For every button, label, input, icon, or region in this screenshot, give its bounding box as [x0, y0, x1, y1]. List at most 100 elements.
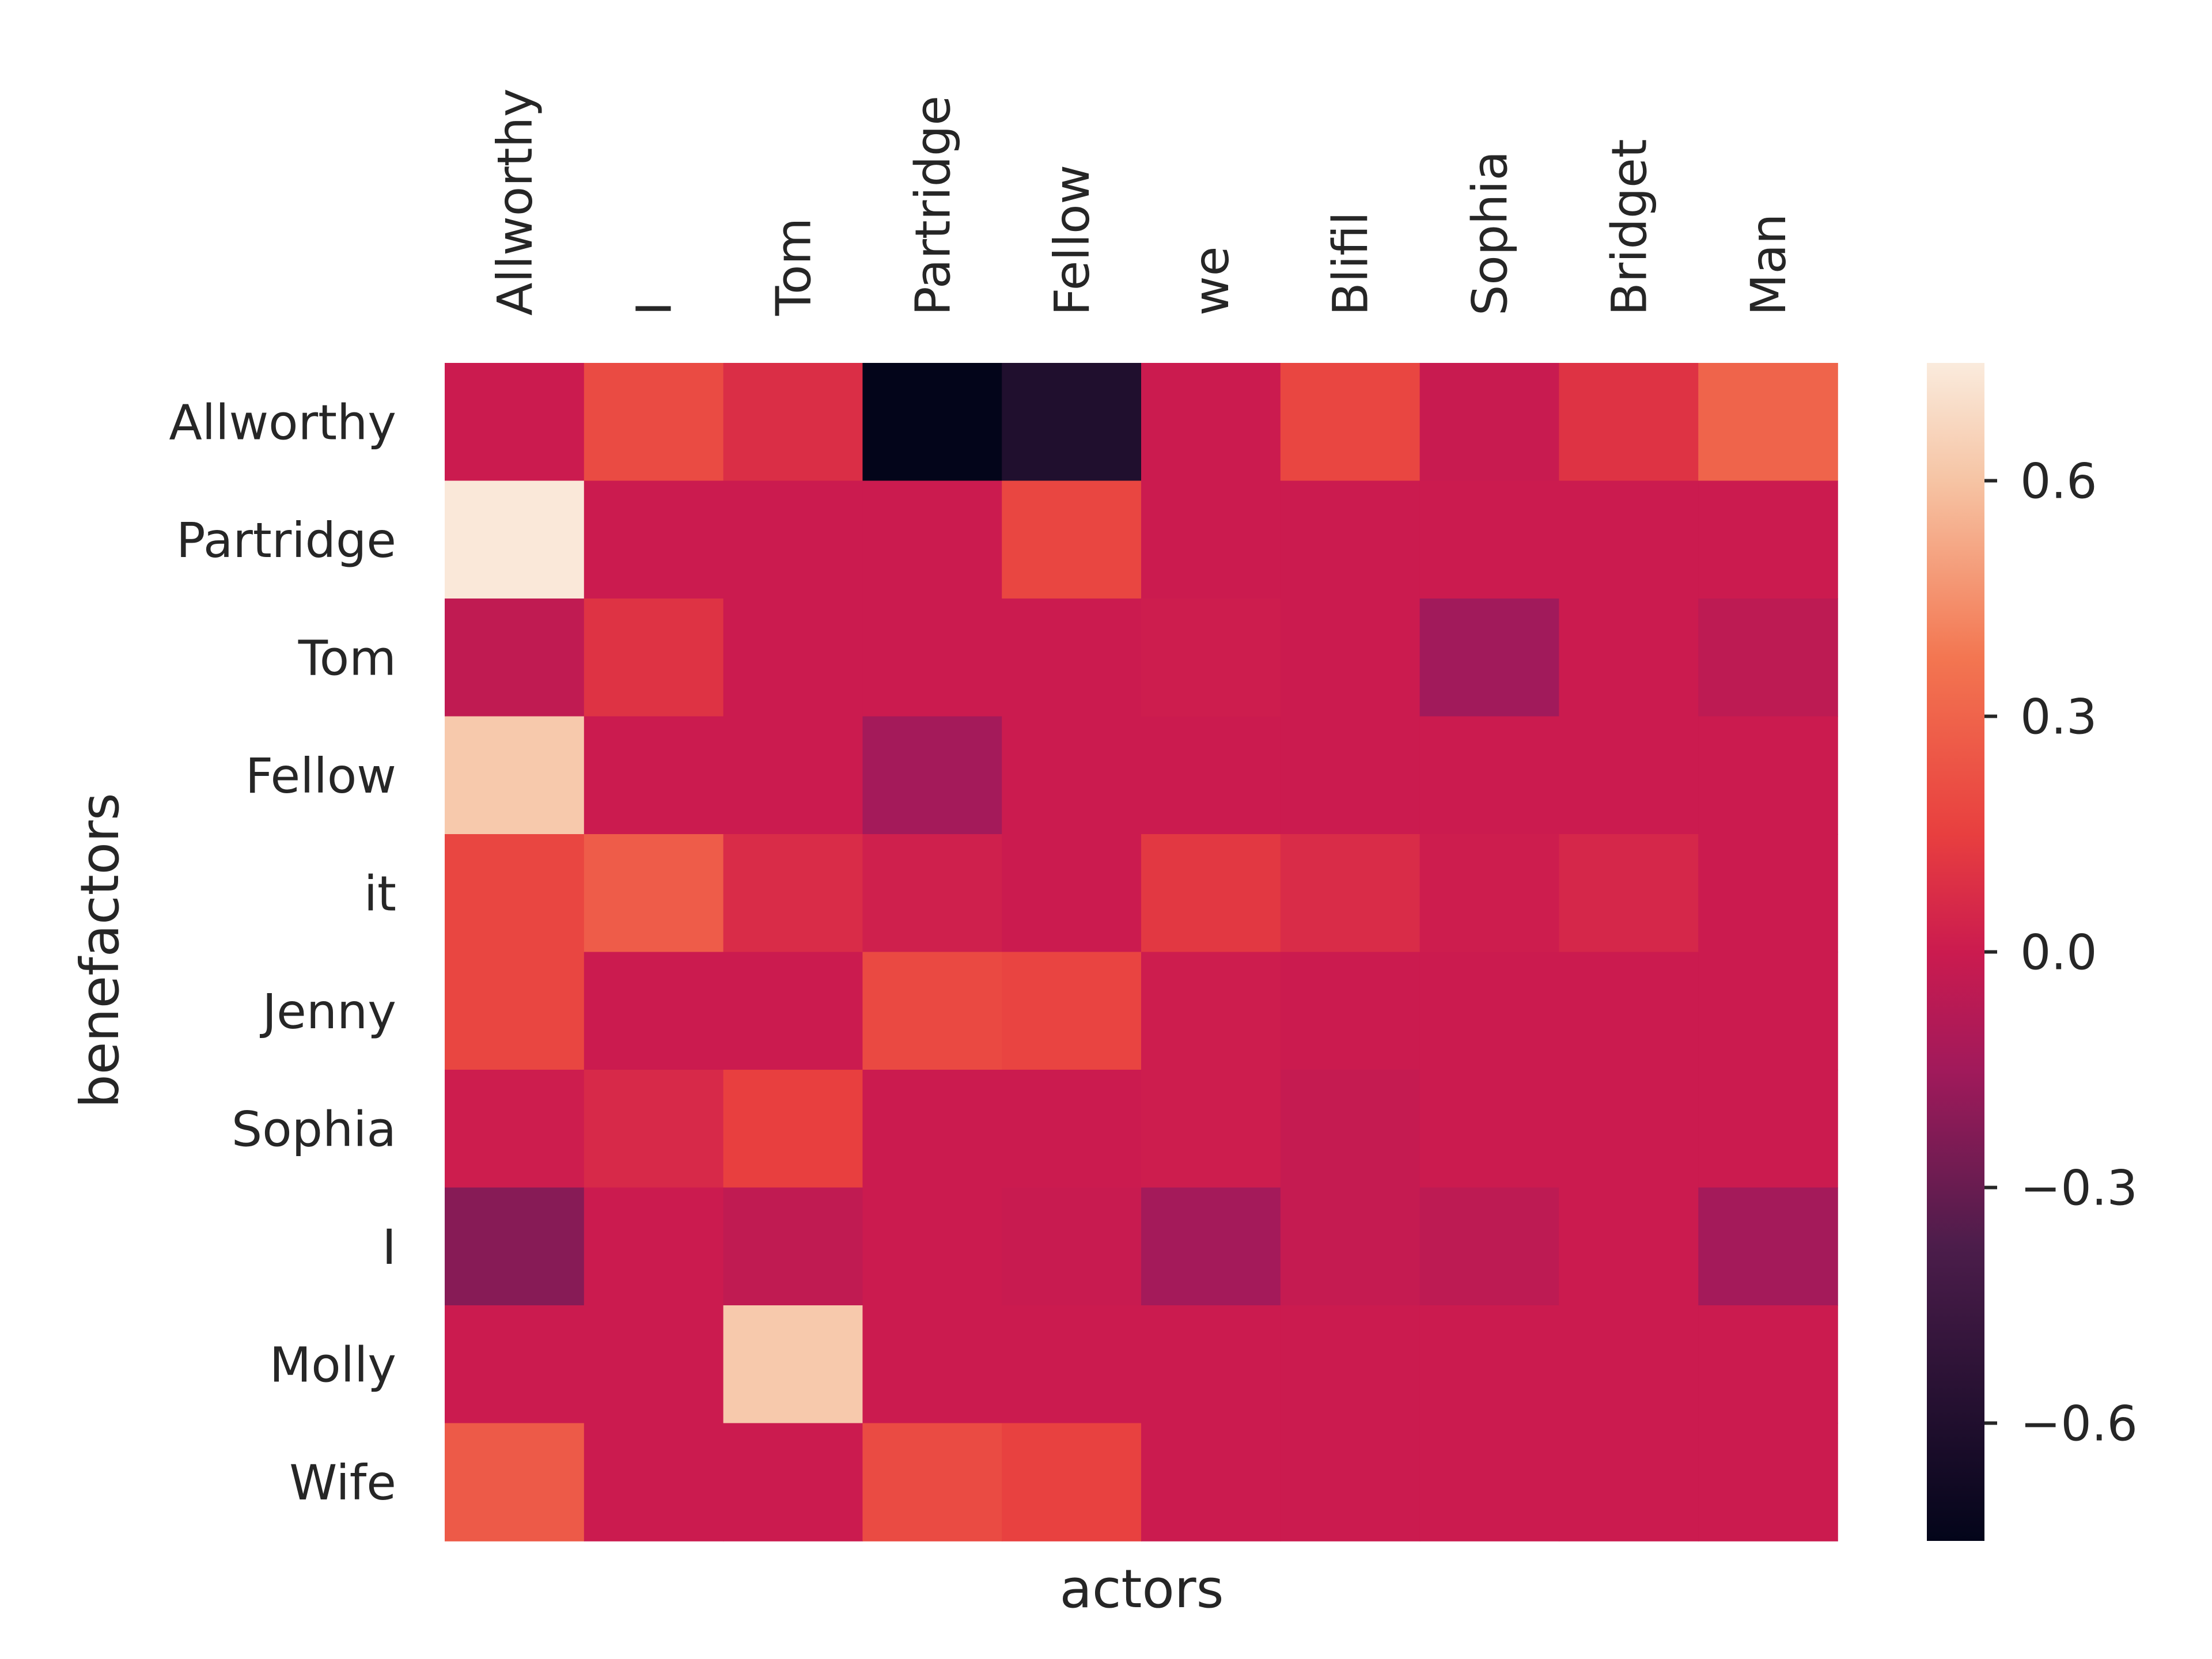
heatmap-cell	[1698, 599, 1838, 717]
heatmap-cell	[723, 1423, 863, 1541]
colorbar-ticks: 0.6 0.3 0.0 −0.3 −0.6	[1984, 453, 2138, 1452]
heatmap-cell	[1280, 599, 1421, 717]
heatmap-cell	[862, 480, 1002, 599]
heatmap-cell	[1698, 1305, 1838, 1424]
heatmap-cell	[1419, 952, 1560, 1070]
heatmap-cell	[1141, 1070, 1281, 1188]
heatmap-cell	[1141, 716, 1281, 835]
y-tick-label: it	[364, 865, 396, 922]
x-tick-label: Partridge	[904, 96, 961, 316]
heatmap-cell	[723, 716, 863, 835]
heatmap-cell	[862, 716, 1002, 835]
heatmap-cell	[862, 1423, 1002, 1541]
x-tick-label: Tom	[766, 218, 822, 316]
x-tick-label: Bridget	[1601, 139, 1657, 316]
y-tick-label: Partridge	[176, 512, 396, 569]
heatmap-cell	[1559, 1305, 1699, 1424]
y-tick-label: Jenny	[259, 983, 396, 1040]
colorbar-tick-label: 0.3	[2020, 689, 2097, 745]
heatmap-cell	[584, 1070, 724, 1188]
heatmap-cell	[1141, 1305, 1281, 1424]
heatmap-cell	[1698, 1070, 1838, 1188]
heatmap-cell	[723, 952, 863, 1070]
heatmap-cell	[1419, 363, 1560, 482]
heatmap-cell	[584, 1187, 724, 1306]
heatmap-cell	[1141, 834, 1281, 953]
y-tick-label: Fellow	[245, 748, 396, 804]
heatmap-cell	[1280, 480, 1421, 599]
heatmap-cell	[1141, 1423, 1281, 1541]
heatmap-cell	[1002, 952, 1142, 1070]
heatmap-cell	[445, 599, 585, 717]
heatmap-cell	[862, 1070, 1002, 1188]
heatmap-cell	[1280, 363, 1421, 482]
heatmap-cell	[1419, 599, 1560, 717]
heatmap-cell	[1559, 1187, 1699, 1306]
heatmap-cell	[1280, 716, 1421, 835]
heatmap-cell	[723, 599, 863, 717]
heatmap-cell	[1559, 480, 1699, 599]
y-tick-label: I	[382, 1219, 396, 1275]
x-tick-label: I	[626, 301, 683, 316]
x-tick-label: Sophia	[1462, 151, 1518, 316]
colorbar-tick-label: −0.6	[2020, 1396, 2138, 1452]
heatmap-cell	[723, 1305, 863, 1424]
heatmap-cell	[1280, 1305, 1421, 1424]
heatmap-cell	[1002, 1070, 1142, 1188]
heatmap-cell	[1002, 834, 1142, 953]
heatmap-cell	[862, 599, 1002, 717]
heatmap-cell	[445, 952, 585, 1070]
heatmap-cell	[1698, 1423, 1838, 1541]
heatmap-cell	[1280, 1423, 1421, 1541]
heatmap-cell	[723, 1070, 863, 1188]
heatmap-cell	[1698, 1187, 1838, 1306]
heatmap-cell	[1559, 363, 1699, 482]
heatmap-cell	[584, 716, 724, 835]
heatmap-cell	[862, 1187, 1002, 1306]
x-tick-label: we	[1183, 247, 1240, 316]
heatmap-cell	[584, 834, 724, 953]
y-tick-label: Sophia	[232, 1101, 396, 1157]
y-tick-labels: Allworthy Partridge Tom Fellow it Jenny Sophia…	[169, 394, 396, 1511]
heatmap-cell	[723, 480, 863, 599]
heatmap-cell	[1280, 952, 1421, 1070]
colorbar-tick-label: 0.0	[2020, 925, 2097, 981]
heatmap-cell	[1698, 952, 1838, 1070]
y-tick-label: Molly	[270, 1336, 396, 1393]
heatmap-cell	[1419, 1423, 1560, 1541]
heatmap-cell	[584, 1423, 724, 1541]
heatmap-cell	[445, 363, 585, 482]
heatmap-cell	[1698, 834, 1838, 953]
x-tick-label: Man	[1740, 214, 1797, 316]
heatmap-cell	[1419, 1187, 1560, 1306]
heatmap-cell	[723, 363, 863, 482]
colorbar-gradient	[1927, 363, 1984, 1541]
heatmap-cell	[1141, 952, 1281, 1070]
heatmap-cell	[1002, 1423, 1142, 1541]
heatmap-cell	[1698, 363, 1838, 482]
heatmap-cell	[445, 716, 585, 835]
x-tick-label: Blifil	[1323, 211, 1379, 316]
heatmap-cell	[1002, 1305, 1142, 1424]
heatmap-cells	[445, 363, 1838, 1541]
heatmap-cell	[1280, 1070, 1421, 1188]
heatmap-cell	[862, 363, 1002, 482]
heatmap-cell	[1141, 363, 1281, 482]
heatmap-cell	[1002, 599, 1142, 717]
heatmap-cell	[1002, 480, 1142, 599]
heatmap-cell	[1559, 599, 1699, 717]
colorbar-tick-label: 0.6	[2020, 453, 2097, 510]
colorbar-tick-label: −0.3	[2020, 1160, 2138, 1217]
heatmap-cell	[1419, 716, 1560, 835]
heatmap-cell	[1698, 716, 1838, 835]
heatmap-cell	[723, 1187, 863, 1306]
y-tick-label: Wife	[289, 1455, 396, 1511]
heatmap-cell	[584, 1305, 724, 1424]
heatmap-cell	[1698, 480, 1838, 599]
heatmap-cell	[1141, 480, 1281, 599]
heatmap-cell	[445, 480, 585, 599]
heatmap-cell	[584, 599, 724, 717]
heatmap-cell	[862, 952, 1002, 1070]
